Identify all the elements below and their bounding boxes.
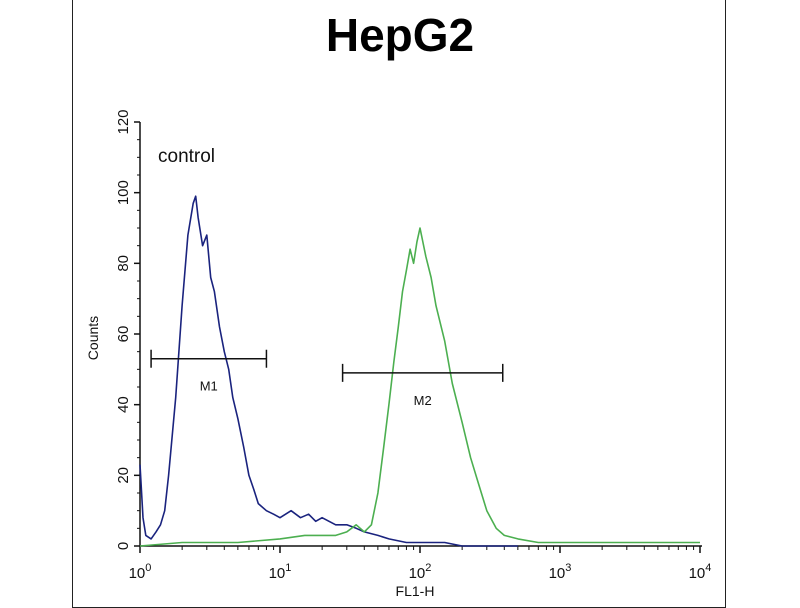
x-tick-label: 104 <box>689 562 712 582</box>
y-tick-label: 100 <box>115 180 132 205</box>
x-axis-label: FL1-H <box>396 583 435 599</box>
y-tick-label: 40 <box>115 396 132 413</box>
y-tick-label: 0 <box>115 542 132 550</box>
y-ticks: 0 20 40 60 80 100 120 <box>115 109 140 550</box>
x-tick-label: 103 <box>549 562 572 582</box>
x-ticks: 100 101 102 103 104 <box>129 546 712 582</box>
x-tick-label: 102 <box>409 562 432 582</box>
chart-title: HepG2 <box>325 9 475 61</box>
y-axis-label: Counts <box>85 316 101 360</box>
axes <box>139 122 702 547</box>
x-tick-label: 101 <box>269 562 292 582</box>
y-tick-label: 120 <box>115 109 132 134</box>
marker-label: M1 <box>200 379 218 394</box>
y-tick-label: 80 <box>115 255 132 272</box>
series-line-2 <box>139 227 700 547</box>
control-annotation: control <box>158 146 215 167</box>
y-tick-label: 60 <box>115 326 132 343</box>
markers-group: M1 M2 <box>150 349 504 408</box>
series-line-1 <box>139 195 518 547</box>
x-tick-label: 100 <box>129 562 152 582</box>
series-group <box>139 195 700 547</box>
marker-label: M2 <box>414 393 432 408</box>
y-tick-label: 20 <box>115 467 132 484</box>
